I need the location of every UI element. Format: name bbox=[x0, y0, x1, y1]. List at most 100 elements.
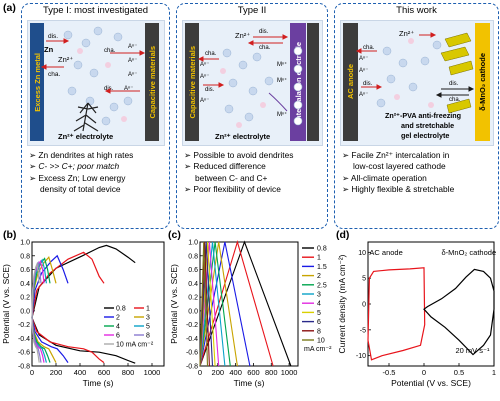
x-tick-label: 800 bbox=[122, 368, 135, 377]
chart-b: 0 200 400 600 800 1000 -0.8 -0.6 -0.4 -0.2 0.0 0.2 0… bbox=[1, 240, 165, 388]
type1-graphics bbox=[40, 26, 146, 132]
legend-label: 6 bbox=[116, 333, 120, 340]
x-tick-label: 1000 bbox=[281, 368, 298, 377]
type3-zn2-label: Zn²⁺ bbox=[399, 29, 415, 38]
series-line-cathode-1 bbox=[31, 251, 105, 318]
legend-label: 1 bbox=[146, 306, 150, 313]
type2-mn-3: Mⁿ⁺ bbox=[277, 112, 288, 118]
type1-scene: Excess Zn metal Capacitive materials Zn … bbox=[27, 20, 165, 146]
legend-label: 8 bbox=[146, 333, 150, 340]
type1-anion-2: Aⁿ⁻ bbox=[128, 58, 138, 64]
y-tick-label: 0.2 bbox=[188, 295, 198, 302]
type3-anion-2: Aⁿ⁻ bbox=[359, 68, 369, 74]
panel-label-c: (c) bbox=[168, 229, 181, 241]
legend-label: 3 bbox=[146, 315, 150, 322]
type2-dis-label: dis. bbox=[259, 29, 269, 35]
type1-anion-3: Aⁿ⁻ bbox=[128, 72, 138, 78]
legend-label: 1 bbox=[317, 255, 321, 262]
type1-anode: Excess Zn metal bbox=[30, 23, 44, 141]
type1-electrolyte: Zn²⁺ electrolyte bbox=[58, 132, 114, 141]
series-line-3 bbox=[199, 241, 226, 367]
legend-label: 5 bbox=[146, 324, 150, 331]
type3-anode: AC anode bbox=[343, 23, 358, 141]
chart-c: 0 200 400 600 800 1000 -0.8 -0.6 -0.4 -0.2 0.0 0.2 0… bbox=[169, 240, 332, 389]
type2-collector bbox=[307, 23, 319, 141]
panel-label-b: (b) bbox=[3, 229, 17, 241]
x-tick-label: 400 bbox=[229, 368, 242, 377]
y-tick-label: -0.8 bbox=[18, 364, 30, 371]
type2-bullet-2: ➢ Reduced difference bbox=[184, 161, 266, 172]
x-tick-label: 0 bbox=[422, 368, 426, 377]
type2-electrolyte: Zn²⁺ electrolyte bbox=[215, 132, 271, 141]
panel-label-a: (a) bbox=[3, 2, 16, 14]
legend-label: 2.5 bbox=[317, 282, 327, 289]
type3-bullet-4: ➢ Highly flexible & stretchable bbox=[342, 184, 455, 195]
series-line-0.8 bbox=[199, 240, 292, 367]
type3-electrolyte-3: gel electrolyte bbox=[401, 131, 450, 140]
legend-label: 4 bbox=[317, 301, 321, 308]
y-tick-label: -0.6 bbox=[18, 350, 30, 357]
y-tick-label: 1.0 bbox=[188, 240, 198, 247]
legend-label: 10 mA cm⁻² bbox=[116, 342, 154, 349]
x-tick-label: 200 bbox=[212, 368, 225, 377]
type1-bullet-3: ➢ Excess Zn; Low energy bbox=[29, 172, 126, 183]
series-line-10 bbox=[199, 241, 209, 367]
x-tick-label: 400 bbox=[74, 368, 87, 377]
plot-frame bbox=[199, 241, 299, 367]
y-tick-label: 0.6 bbox=[20, 267, 30, 274]
type1-zn-label: Zn bbox=[44, 45, 54, 54]
type3-cathode: δ-MnO₂ cathode bbox=[475, 23, 490, 141]
legend-label: 5 bbox=[317, 310, 321, 317]
type2-mn-1: Mⁿ⁺ bbox=[277, 62, 288, 68]
series-line-AC anode bbox=[367, 267, 426, 361]
type1-bullet-2: ➢ C- >> C+; poor match bbox=[29, 161, 120, 172]
y-tick-label: -10 bbox=[356, 353, 366, 360]
type2-anion-3: Aⁿ⁻ bbox=[200, 98, 210, 104]
x-tick-label: 600 bbox=[247, 368, 260, 377]
x-axis-label: Potential (V vs. SCE) bbox=[391, 378, 471, 388]
x-tick-label: 200 bbox=[50, 368, 63, 377]
type2-bullets: ➢ Possible to avoid dendrites ➢ Reduced … bbox=[184, 150, 293, 196]
type1-zn2-label: Zn²⁺ bbox=[58, 55, 74, 64]
type1-cha-label: cha. bbox=[48, 71, 61, 78]
y-axis-label: Current density (mA cm⁻²) bbox=[337, 254, 347, 353]
type2-cha-label: cha. bbox=[259, 45, 271, 51]
chart-d: -0.5 0 0.5 1 -10 -5 0 5 10 Potential (V vs. SCE) C… bbox=[337, 241, 496, 388]
type3-scene: AC anode δ-MnO₂ cathode Zn²⁺ dis. cha. c… bbox=[340, 20, 494, 146]
type3-anion-3: Aⁿ⁻ bbox=[359, 92, 369, 98]
type3-dis-label-2: dis. bbox=[363, 81, 373, 87]
x-tick-label: 800 bbox=[265, 368, 278, 377]
legend-label: 0.8 bbox=[317, 246, 327, 253]
y-tick-label: -5 bbox=[360, 327, 366, 334]
type3-electrolyte-1: Zn²⁺-PVA anti-freezing bbox=[385, 111, 462, 120]
type1-panel: Type I: most investigated Excess Zn meta… bbox=[21, 3, 170, 229]
type2-dis-label-2: dis. bbox=[205, 87, 215, 93]
legend-label: 8 bbox=[317, 328, 321, 335]
type2-anion-1: Aⁿ⁻ bbox=[200, 62, 210, 68]
type3-dis-label: dis. bbox=[449, 81, 459, 87]
series-line-δ-MnO₂ cathode bbox=[423, 268, 495, 356]
type2-graphics bbox=[197, 34, 303, 128]
type3-bullet-2: low-cost layered cathode bbox=[353, 161, 446, 172]
y-tick-label: 0.6 bbox=[188, 267, 198, 274]
y-tick-label: -0.6 bbox=[186, 350, 198, 357]
y-tick-label: 0.4 bbox=[188, 281, 198, 288]
type1-anion-4: Aⁿ⁻ bbox=[124, 86, 134, 92]
y-tick-label: 0.4 bbox=[20, 281, 30, 288]
type2-bullet-4: ➢ Poor flexibility of device bbox=[184, 184, 281, 195]
type1-bullets: ➢ Zn dendrites at high rates ➢ C- >> C+;… bbox=[29, 150, 133, 196]
x-tick-label: 1 bbox=[492, 368, 496, 377]
panel-label-d: (d) bbox=[336, 229, 350, 241]
legend-label: 1.5 bbox=[317, 264, 327, 271]
legend-label: 3 bbox=[317, 292, 321, 299]
y-tick-label: 0 bbox=[362, 302, 366, 309]
y-tick-label: 0.8 bbox=[20, 253, 30, 260]
type1-cha-label-2: cha. bbox=[104, 48, 116, 54]
scan-rate-annotation: 20 mV s⁻¹ bbox=[456, 346, 490, 355]
type3-electrolyte-2: and stretchable bbox=[401, 121, 455, 130]
type1-bullet-4: density of total device bbox=[40, 184, 121, 195]
legend-label: 4 bbox=[116, 324, 120, 331]
type3-bullet-3: ➢ All-climate operation bbox=[342, 172, 427, 183]
series-label-ac-anode: AC anode bbox=[369, 248, 402, 257]
legend-label: 2 bbox=[317, 273, 321, 280]
